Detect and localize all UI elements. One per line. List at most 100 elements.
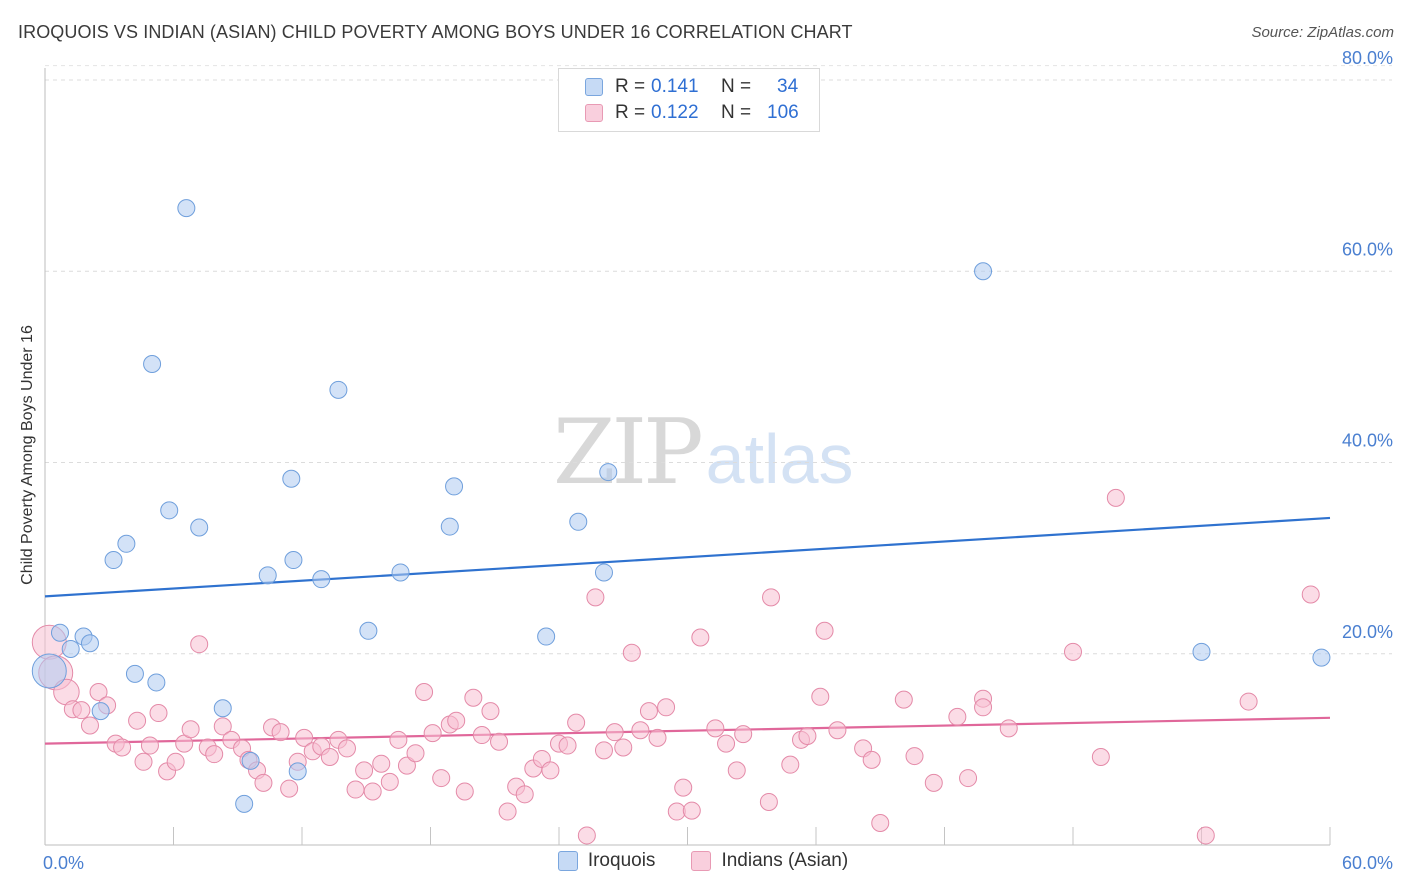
iroquois-point	[241, 751, 260, 770]
indians-asian-point	[567, 713, 586, 732]
indians-asian-point	[415, 683, 434, 701]
indians-asian-point	[80, 716, 99, 735]
indians-asian-point	[577, 826, 596, 845]
series-legend: Iroquois Indians (Asian)	[0, 850, 1406, 872]
n-value: 34	[777, 76, 799, 97]
legend-item-indians-asian[interactable]: Indians (Asian)	[691, 850, 848, 872]
iroquois-point	[147, 673, 166, 692]
indians-asian-point	[558, 736, 577, 755]
stats-row-iroquois: R = 0.141 N = 34	[585, 75, 798, 99]
indians-asian-point	[706, 719, 725, 738]
iroquois-point	[213, 699, 232, 718]
iroquois-point	[177, 199, 196, 218]
indians-asian-point	[999, 719, 1018, 738]
iroquois-point	[391, 563, 410, 582]
indians-asian-point	[128, 711, 147, 730]
indians-asian-point	[205, 745, 224, 764]
iroquois-point	[50, 623, 69, 642]
y-tick-label: 40.0%	[1342, 431, 1393, 451]
indians-asian-point	[346, 780, 365, 799]
iroquois-point	[312, 570, 331, 589]
indians-asian-point	[490, 732, 509, 751]
indians-asian-point	[717, 734, 736, 753]
tick-label-layer: 20.0% 40.0% 60.0% 80.0% 0.0% 60.0%	[43, 48, 1393, 873]
iroquois-point	[31, 653, 67, 689]
indians-asian-point	[498, 802, 517, 821]
indians-asian-trend-line	[44, 716, 1331, 745]
legend-item-iroquois[interactable]: Iroquois	[557, 850, 655, 872]
source-label: Source: ZipAtlas.com	[1251, 24, 1394, 41]
indians-asian-point	[472, 726, 491, 745]
stats-legend: R = 0.141 N = 34 R = 0.122 N = 106	[558, 68, 820, 132]
indians-asian-point	[1064, 642, 1082, 661]
iroquois-point	[359, 621, 378, 640]
indians-asian-point	[905, 747, 924, 766]
indians-asian-point	[337, 739, 356, 758]
indians-asian-point	[639, 702, 658, 721]
indians-asian-point	[811, 687, 830, 706]
iroquois-point	[1312, 648, 1331, 667]
indians-asian-point	[481, 702, 500, 721]
indians-asian-point	[320, 748, 339, 767]
indians-asian-point	[798, 726, 817, 745]
r-value: 0.141	[651, 76, 699, 97]
indians-asian-point	[271, 723, 290, 742]
watermark-atlas: atlas	[705, 420, 854, 498]
indians-asian-point	[622, 643, 641, 662]
iroquois-point	[537, 627, 556, 646]
indians-asian-point	[631, 721, 650, 740]
indians-asian-point	[674, 778, 693, 797]
indians-asian-point	[1301, 585, 1320, 604]
indians-swatch	[585, 104, 603, 122]
iroquois-point	[599, 463, 618, 482]
indians-asian-point	[89, 683, 108, 701]
indians-asian-point	[974, 698, 993, 717]
indians-asian-point	[113, 738, 132, 757]
points-layer	[31, 199, 1331, 845]
y-tick-label: 60.0%	[1342, 239, 1393, 259]
iroquois-point	[104, 551, 123, 570]
indians-asian-point	[181, 720, 200, 739]
indians-asian-point	[586, 588, 605, 607]
r-label: R =	[615, 102, 646, 123]
iroquois-swatch	[585, 78, 603, 96]
indians-asian-point	[648, 728, 667, 747]
indians-asian-point	[894, 690, 913, 709]
grid-layer	[45, 65, 1392, 655]
iroquois-point	[284, 551, 303, 570]
indians-asian-point	[1196, 826, 1215, 845]
indians-asian-point	[1239, 692, 1258, 711]
indians-asian-point	[515, 785, 534, 804]
n-label: N =	[721, 102, 752, 123]
iroquois-point	[329, 380, 348, 399]
iroquois-point	[61, 639, 80, 658]
indians-asian-point	[667, 802, 686, 821]
indians-asian-point	[134, 752, 153, 771]
indians-asian-point	[432, 769, 451, 788]
iroquois-point	[445, 477, 464, 496]
indians-asian-point	[828, 721, 847, 740]
iroquois-point	[974, 262, 993, 281]
iroquois-point	[235, 794, 254, 813]
iroquois-trend-line	[44, 516, 1331, 598]
iroquois-point	[160, 501, 179, 520]
watermark-zip: ZIP	[553, 400, 704, 505]
indians-asian-point	[423, 724, 442, 743]
indians-asian-point	[363, 782, 382, 801]
indians-asian-point	[140, 736, 159, 755]
axis-layer	[44, 68, 1331, 846]
iroquois-point	[569, 512, 588, 531]
indians-asian-point	[213, 717, 232, 736]
indians-asian-point	[862, 750, 881, 769]
indians-asian-point	[734, 725, 753, 744]
indians-asian-point	[397, 756, 416, 775]
trend-layer	[44, 516, 1331, 745]
indians-asian-point	[190, 635, 209, 654]
indians-asian-point	[924, 773, 943, 792]
y-tick-label: 80.0%	[1342, 48, 1393, 68]
indians-asian-point	[149, 704, 168, 723]
iroquois-point	[282, 469, 301, 488]
indians-asian-point	[72, 701, 91, 720]
indians-asian-point	[614, 738, 633, 757]
